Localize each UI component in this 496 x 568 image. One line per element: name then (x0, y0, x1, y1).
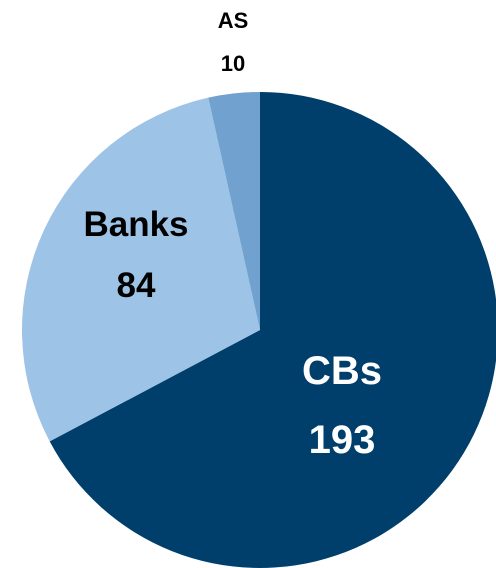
slice-label-banks: Banks (83, 205, 188, 244)
slice-label-as: AS (218, 8, 249, 33)
pie-slice-as (208, 92, 260, 330)
pie-slices (21, 92, 496, 568)
pie-slice-cbs (49, 92, 496, 568)
slice-value-as: 10 (221, 51, 245, 76)
pie-slice-banks (21, 97, 261, 442)
slice-label-cbs: CBs (302, 349, 382, 393)
slice-value-cbs: 193 (309, 418, 376, 462)
pie-labels: CBs 193 Banks 84 AS 10 (83, 8, 382, 462)
slice-value-banks: 84 (117, 266, 156, 305)
